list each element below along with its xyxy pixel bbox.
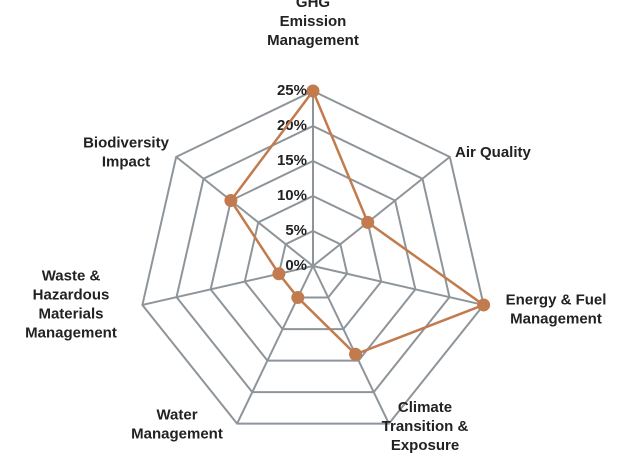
category-label: Emission [280,13,347,30]
spoke [236,265,314,425]
spoke [312,156,451,267]
category-label: Energy & Fuel [506,291,607,308]
category-label: Management [25,324,117,341]
r-tick-label: 10% [277,187,307,204]
category-label: GHG [296,0,330,11]
r-tick-label: 25% [277,82,307,99]
grid-ring [175,124,451,394]
category-label: Exposure [391,437,459,454]
category-label: Materials [38,305,103,322]
category-label: Hazardous [33,286,110,303]
category-label: Impact [102,153,150,170]
category-label: Waste & [42,267,101,284]
marker [477,298,491,312]
grid-ring [243,194,383,331]
grid-ring [209,159,417,362]
r-tick-label: 5% [285,222,307,239]
category-label: Management [131,425,223,442]
category-label: Management [267,32,359,49]
r-tick-label: 0% [285,257,307,274]
spoke [312,265,484,306]
spoke [312,265,390,425]
category-label: Transition & [382,418,469,435]
category-label: Biodiversity [83,134,170,151]
category-label: Management [510,310,602,327]
marker [306,84,320,98]
category-label: Water [156,406,197,423]
grid-ring [141,89,485,425]
series-line [229,88,487,356]
marker [272,267,286,281]
category-label: Air Quality [455,144,532,161]
category-label: Climate [398,399,452,416]
marker [291,291,305,305]
spoke [175,156,314,267]
marker [349,347,363,361]
r-tick-label: 15% [277,152,307,169]
grid-ring [277,229,349,299]
marker [361,215,375,229]
marker [224,194,238,208]
